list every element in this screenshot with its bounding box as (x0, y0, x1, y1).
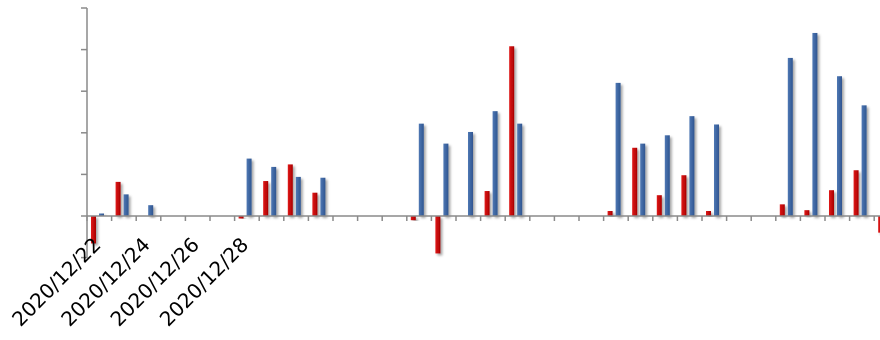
red-bar (115, 181, 121, 216)
blue-bar (418, 123, 424, 216)
red-bar (829, 190, 834, 216)
red-bar (656, 195, 662, 216)
blue-bar (246, 158, 252, 216)
blue-bar (714, 124, 719, 216)
blue-bar (615, 82, 621, 216)
red-bar (410, 216, 416, 221)
blue-bar (640, 143, 646, 216)
blue-bar (99, 213, 104, 216)
red-bar (509, 46, 515, 216)
red-bar (238, 216, 244, 219)
red-bar (706, 211, 711, 216)
red-bar (287, 164, 293, 216)
y-axis (81, 7, 88, 259)
red-bar (804, 210, 810, 216)
blue-bar (787, 57, 793, 216)
blue-bar (320, 177, 326, 216)
blue-bar (812, 32, 818, 217)
red-bar (878, 216, 880, 233)
blue-bar (468, 131, 473, 216)
blue-bar (443, 143, 449, 216)
red-bar (681, 175, 687, 216)
blue-bar (664, 135, 670, 216)
blue-bar (295, 176, 301, 216)
red-bar (632, 147, 638, 216)
x-axis (86, 215, 880, 221)
blue-bar (123, 194, 129, 216)
blue-bar (861, 105, 867, 216)
blue-bar (492, 111, 498, 216)
red-bar (263, 181, 269, 216)
blue-bar (148, 205, 154, 216)
blue-bar (689, 116, 695, 216)
red-bar (312, 192, 318, 216)
blue-bar (271, 166, 277, 216)
red-bar (435, 216, 441, 254)
blue-bar (837, 76, 842, 216)
red-bar (607, 211, 613, 216)
red-bar (484, 191, 490, 216)
red-bar (853, 170, 859, 216)
blue-bar (517, 123, 523, 216)
bars-group (91, 32, 880, 254)
red-bar (779, 204, 785, 216)
red-bar (91, 216, 96, 244)
